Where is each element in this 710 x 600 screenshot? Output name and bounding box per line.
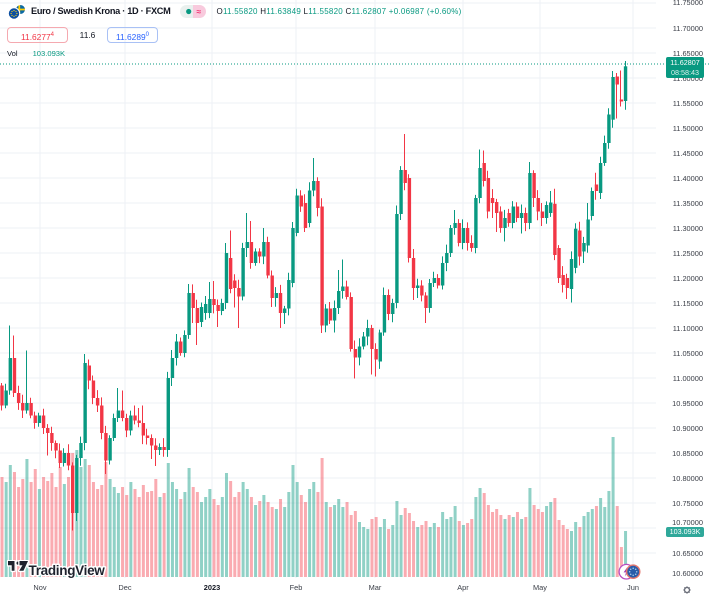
svg-text:TradingView: TradingView (29, 563, 106, 578)
svg-text:≈: ≈ (197, 6, 202, 16)
